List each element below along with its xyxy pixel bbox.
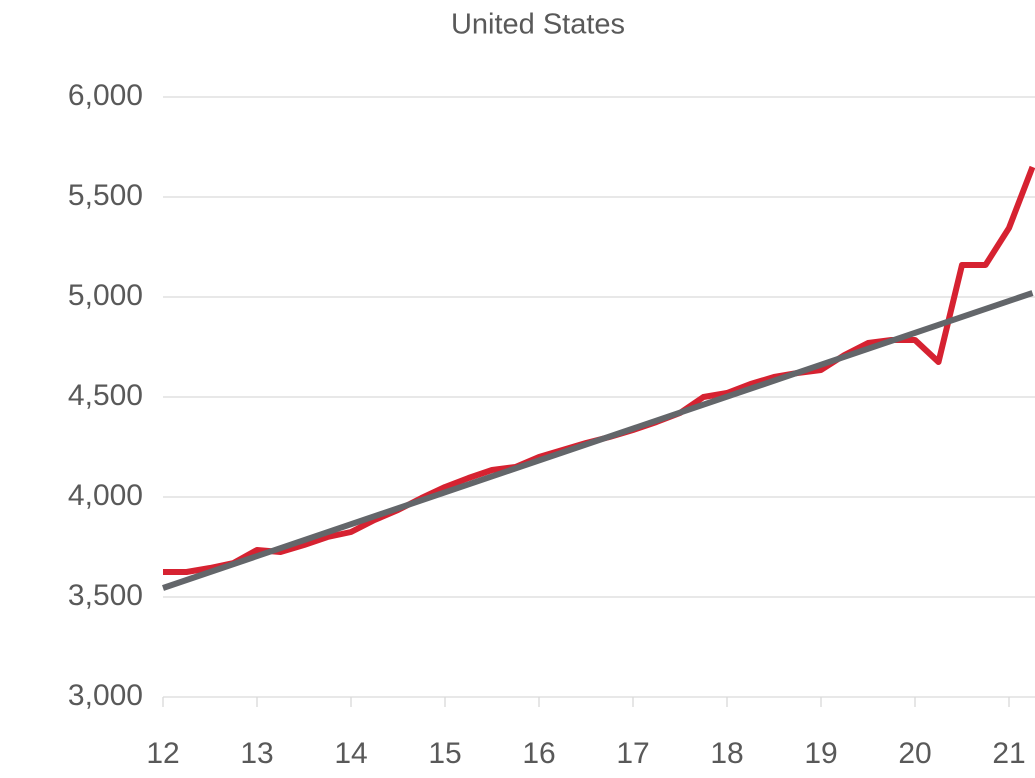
x-tick-label: 13 <box>240 737 273 770</box>
x-tick-label: 15 <box>428 737 461 770</box>
y-tick-label: 3,500 <box>68 579 143 612</box>
x-tick-label: 14 <box>334 737 367 770</box>
x-tick-label: 18 <box>710 737 743 770</box>
y-tick-label: 4,500 <box>68 379 143 412</box>
x-tick-label: 21 <box>992 737 1025 770</box>
x-tick-label: 19 <box>804 737 837 770</box>
chart-title: United States <box>451 9 625 41</box>
y-tick-label: 5,000 <box>68 279 143 312</box>
y-tick-label: 4,000 <box>68 479 143 512</box>
x-tick-label: 16 <box>522 737 555 770</box>
series-line <box>162 290 1034 591</box>
x-tick-label: 17 <box>616 737 649 770</box>
y-tick-label: 6,000 <box>68 79 143 112</box>
y-tick-label: 5,500 <box>68 179 143 212</box>
x-tick-label: 12 <box>146 737 179 770</box>
x-tick-label: 20 <box>898 737 931 770</box>
series-line <box>163 165 1035 575</box>
y-tick-label: 3,000 <box>68 679 143 712</box>
